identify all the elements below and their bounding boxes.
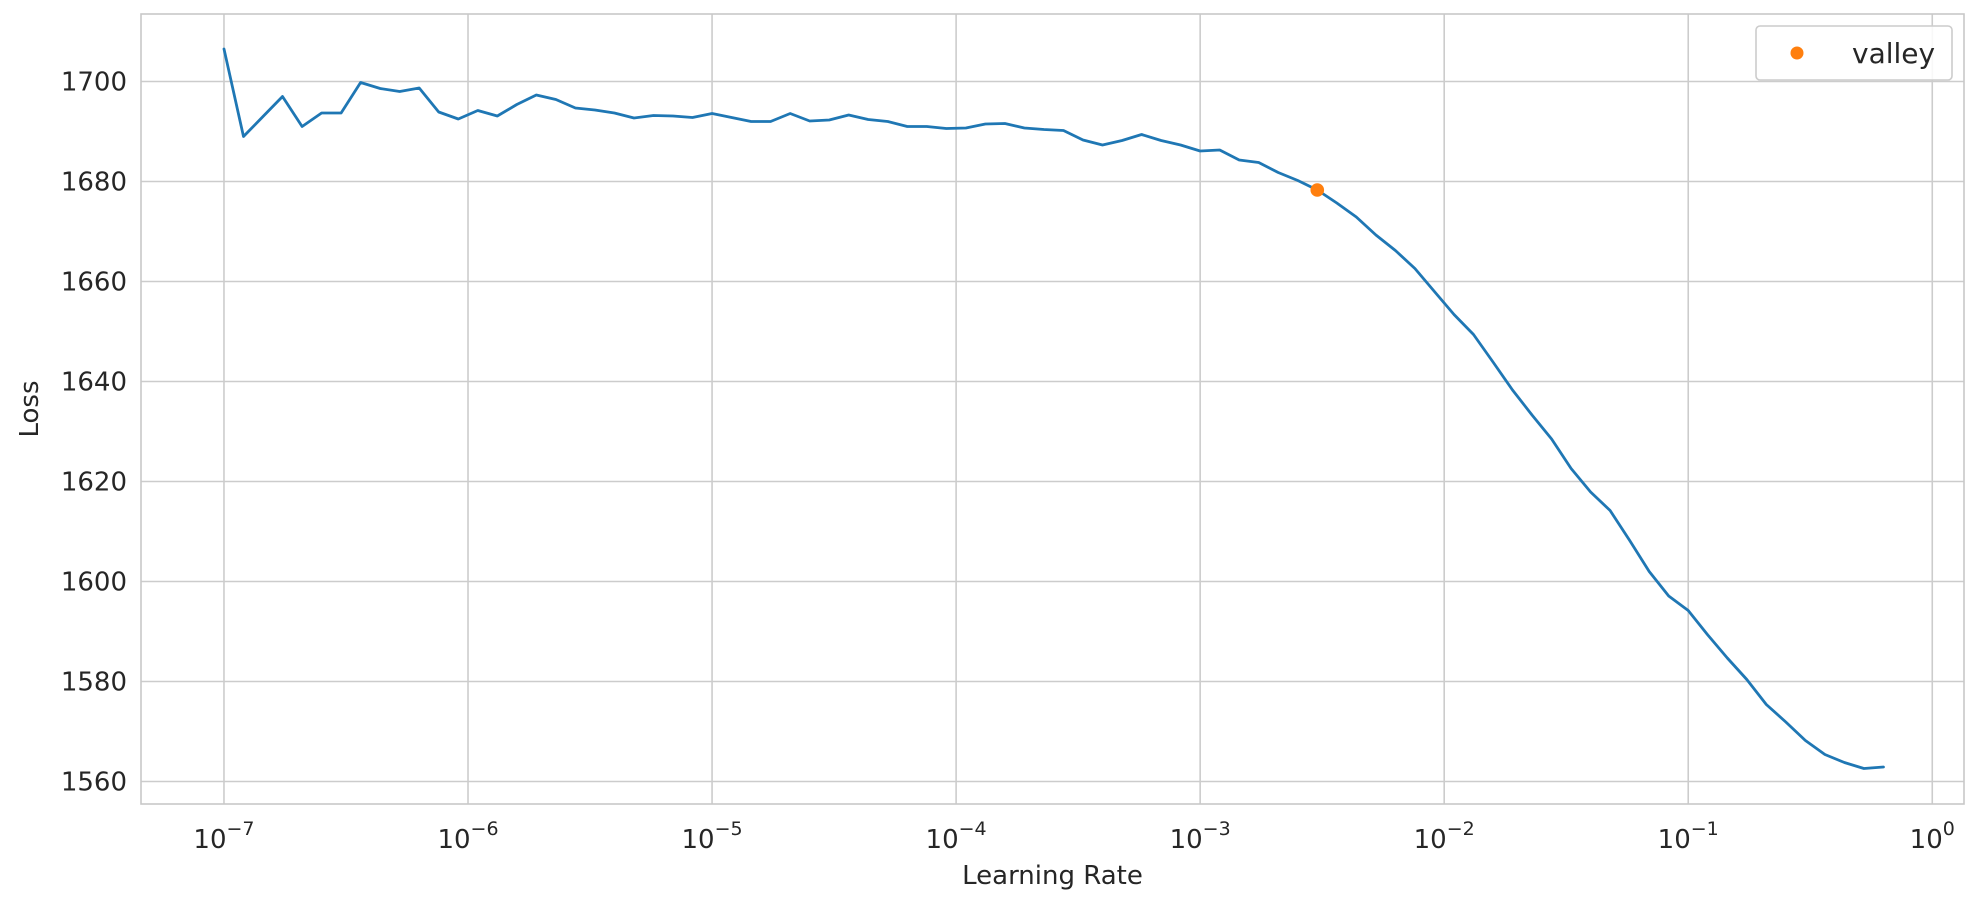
- x-tick-label: 10−3: [1170, 818, 1231, 855]
- grid: [141, 14, 1964, 804]
- y-tick-label: 1560: [61, 768, 127, 798]
- legend: valley: [1755, 25, 1953, 81]
- x-tick-label: 10−4: [926, 818, 987, 855]
- y-tick-label: 1620: [61, 468, 127, 498]
- x-tick-label: 100: [1910, 818, 1955, 855]
- series-line-loss: [222, 47, 1885, 770]
- y-tick-label: 1640: [61, 368, 127, 398]
- y-tick-label: 1680: [61, 168, 127, 198]
- x-tick-label: 10−5: [682, 818, 743, 855]
- valley-point: [1310, 183, 1325, 197]
- x-tick-label: 10−2: [1414, 818, 1475, 855]
- y-axis-ticks: 1560 1580 1600 1620 1640 1660 1680 1700: [61, 68, 127, 798]
- legend-box: [1755, 25, 1953, 81]
- y-axis-title: Loss: [15, 380, 45, 437]
- y-tick-label: 1580: [61, 668, 127, 698]
- y-tick-label: 1660: [61, 268, 127, 298]
- plot-frame: [140, 13, 1965, 805]
- legend-marker-valley: [1790, 46, 1804, 60]
- x-tick-label: 10−7: [193, 818, 254, 855]
- annotation-layer: [1310, 183, 1325, 197]
- legend-label-valley: valley: [1852, 37, 1935, 70]
- x-axis-title: Learning Rate: [962, 861, 1143, 891]
- y-tick-label: 1600: [61, 568, 127, 598]
- series-layer: [222, 47, 1885, 770]
- x-tick-label: 10−6: [437, 818, 498, 855]
- y-tick-label: 1700: [61, 68, 127, 98]
- x-tick-label: 10−1: [1658, 818, 1719, 855]
- x-axis-ticks: 10−7 10−6 10−5 10−4 10−3 10−2 10−1 100: [193, 818, 1954, 855]
